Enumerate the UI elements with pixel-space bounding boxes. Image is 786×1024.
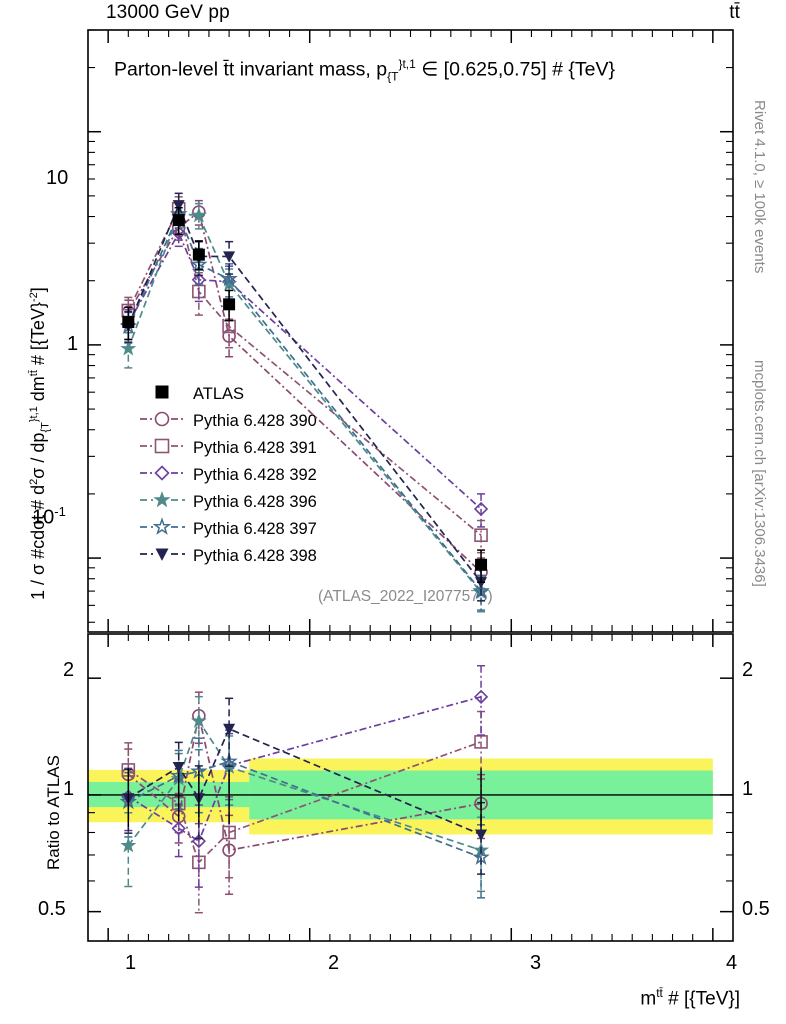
main-ytick-0p1: 10-1 — [32, 504, 66, 530]
main-marker-0 — [122, 316, 135, 329]
main-marker-2 — [474, 528, 488, 543]
main-line-4 — [127, 212, 482, 593]
legend-marker-3 — [154, 465, 170, 481]
ratio-marker-6 — [172, 761, 185, 774]
ratio-ytick-1-right: 1 — [742, 778, 754, 800]
ratio-marker-2 — [222, 825, 236, 840]
xtick-1: 1 — [125, 952, 137, 974]
ratio-line-2 — [127, 741, 482, 864]
ratio-marker-3 — [473, 689, 489, 704]
legend-label-atlas: ATLAS — [193, 385, 245, 403]
ratio-marker-2 — [474, 735, 488, 749]
ratio-ytick-2-left: 2 — [63, 659, 75, 681]
main-panel-frame — [87, 29, 734, 633]
main-marker-3 — [171, 225, 186, 241]
main-line-3 — [127, 231, 482, 510]
main-ytick-0p1-exp: -1 — [54, 504, 66, 519]
ratio-marker-6 — [223, 723, 236, 736]
xlabel-rest: # [{TeV}] — [662, 988, 740, 1010]
legend-label-391: Pythia 6.428 391 — [193, 439, 317, 457]
ratio-ytick-1-left: 1 — [63, 778, 75, 800]
main-marker-0 — [192, 248, 205, 261]
legend-label-398: Pythia 6.428 398 — [193, 547, 317, 565]
main-panel-title: Parton-level t̄t invariant mass, p{T}t,1… — [114, 57, 615, 83]
main-line-5 — [127, 212, 482, 592]
legend-label-396: Pythia 6.428 396 — [193, 493, 317, 511]
ratio-ytick-0p5-left: 0.5 — [38, 898, 66, 920]
legend-marker-1 — [154, 411, 170, 427]
legend-marker-6 — [155, 548, 169, 561]
main-marker-5 — [220, 269, 238, 287]
title-sub: {T — [387, 69, 399, 84]
xtick-3: 3 — [530, 952, 542, 974]
process-label: tt̄ — [729, 2, 740, 23]
legend-marker-2 — [154, 438, 170, 454]
main-line-1 — [127, 210, 482, 573]
main-marker-0 — [223, 298, 236, 311]
xlabel-sup: tt̄ — [656, 986, 663, 1000]
legend-label-392: Pythia 6.428 392 — [193, 466, 317, 484]
ratio-ytick-2-right: 2 — [742, 659, 754, 681]
title-rest: ∈ [0.625,0.75] # {TeV} — [421, 58, 615, 81]
ratio-line-3 — [127, 696, 482, 843]
legend-label-390: Pythia 6.428 390 — [193, 412, 317, 430]
xtick-4: 4 — [726, 952, 738, 974]
main-ytick-10: 10 — [46, 167, 69, 189]
main-marker-0 — [172, 214, 185, 227]
legend-marker-0 — [155, 385, 169, 399]
main-marker-6 — [223, 251, 236, 263]
legend-marker-5 — [152, 517, 172, 535]
title-part-1: Parton-level t̄t invariant mass, p — [114, 58, 388, 81]
analysis-id-watermark: (ATLAS_2022_I2077575) — [318, 588, 493, 605]
xtick-2: 2 — [328, 952, 340, 974]
ratio-marker-4 — [190, 712, 207, 728]
main-marker-3 — [191, 272, 206, 287]
main-marker-0 — [475, 558, 488, 571]
ratio-marker-4 — [120, 837, 137, 853]
main-marker-3 — [473, 501, 489, 517]
ratio-ytick-0p5-right: 0.5 — [742, 898, 770, 920]
main-line-6 — [127, 202, 482, 583]
legend-label-397: Pythia 6.428 397 — [193, 520, 317, 538]
ratio-line-6 — [127, 727, 482, 836]
main-ytick-0p1-base: 10 — [32, 506, 55, 529]
main-ytick-1: 1 — [67, 333, 79, 355]
ratio-marker-6 — [475, 829, 488, 841]
ratio-marker-3 — [171, 821, 186, 836]
ratio-marker-5 — [220, 752, 238, 769]
main-marker-6 — [172, 200, 185, 212]
xlabel-main: m — [640, 988, 657, 1010]
legend-marker-4 — [153, 490, 171, 508]
title-sup: }t,1 — [398, 57, 416, 71]
beam-energy-label: 13000 GeV pp — [106, 2, 230, 23]
x-axis-label: mtt̄ # [{TeV}] — [640, 986, 740, 1010]
main-marker-4 — [190, 206, 207, 223]
main-marker-4 — [120, 340, 137, 356]
